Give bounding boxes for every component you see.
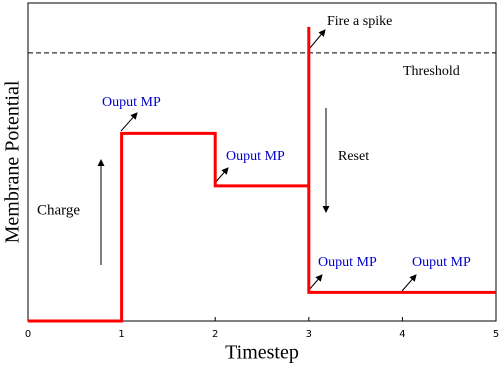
annotation: Threshold (403, 64, 460, 79)
annotation: Ouput MP (102, 95, 161, 110)
x-axis-label: Timestep (225, 342, 299, 364)
annotation: Ouput MP (226, 149, 285, 164)
y-axis-label: Membrane Potential (2, 80, 24, 243)
annotation: Ouput MP (318, 255, 377, 270)
plot-frame (27, 2, 497, 322)
data-line (28, 26, 496, 323)
x-tick-label: 0 (25, 329, 31, 340)
x-tick-label: 2 (212, 329, 218, 340)
annotation: Fire a spike (327, 14, 392, 29)
arrows (97, 29, 417, 292)
x-tick-label: 3 (306, 329, 312, 340)
annotation: Charge (37, 202, 80, 218)
x-tick-label: 5 (493, 329, 499, 340)
annotation: Reset (338, 149, 369, 164)
x-tick-label: 1 (118, 329, 124, 340)
annotation: Ouput MP (412, 255, 471, 270)
x-tick-label: 4 (399, 329, 405, 340)
